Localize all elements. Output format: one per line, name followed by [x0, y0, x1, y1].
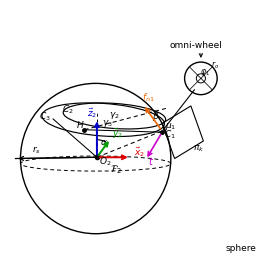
Text: $r_o$: $r_o$ — [211, 60, 220, 71]
Text: $\gamma_3$: $\gamma_3$ — [102, 118, 113, 129]
Text: $\beta$: $\beta$ — [152, 110, 160, 123]
Text: $C_2$: $C_2$ — [62, 103, 74, 116]
Text: $\vec{y}_2$: $\vec{y}_2$ — [112, 127, 123, 141]
Text: $H$: $H$ — [76, 119, 84, 130]
Text: $C_1$: $C_1$ — [164, 129, 176, 141]
Text: $\varphi_1$: $\varphi_1$ — [200, 67, 210, 78]
Text: $\mu_1$: $\mu_1$ — [165, 121, 176, 132]
Text: $C_3$: $C_3$ — [39, 111, 51, 123]
Text: $\alpha$: $\alpha$ — [100, 138, 108, 147]
Text: sphere: sphere — [226, 244, 257, 253]
Text: omni-wheel: omni-wheel — [169, 41, 222, 50]
Text: $f_{n1}$: $f_{n1}$ — [142, 91, 155, 104]
Text: $r_s$: $r_s$ — [32, 144, 41, 156]
Text: $\mathcal{F}_2$: $\mathcal{F}_2$ — [110, 163, 122, 176]
Text: $O_2$: $O_2$ — [99, 156, 111, 168]
Text: $\vec{x}_2$: $\vec{x}_2$ — [134, 145, 145, 159]
Text: $\gamma_2$: $\gamma_2$ — [109, 110, 120, 121]
Text: $\vec{z}_2$: $\vec{z}_2$ — [87, 107, 98, 120]
Text: $t$: $t$ — [148, 155, 154, 167]
Text: $\pi_k$: $\pi_k$ — [193, 143, 204, 154]
